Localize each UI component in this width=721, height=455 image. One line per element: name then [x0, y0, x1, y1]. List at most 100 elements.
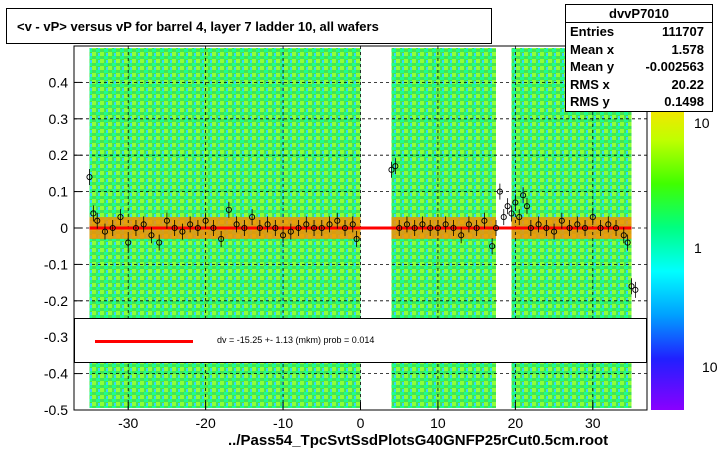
profile-point-16: [202, 217, 209, 224]
stats-row-entries: Entries 111707: [570, 24, 704, 39]
color-scale-axis: 10 1 10: [694, 115, 718, 375]
profile-point-38: [392, 163, 399, 170]
profile-point-43: [427, 224, 434, 232]
plot-title: <v - vP> versus vP for barrel 4, layer 7…: [6, 8, 492, 44]
profile-point-21: [241, 224, 248, 232]
fit-legend-box: dv = -15.25 +- 1.13 (mkm) prob = 0.014: [74, 318, 647, 363]
fit-legend-line: [95, 340, 193, 343]
y-tick-label-5: 0: [60, 220, 68, 236]
stats-row-rms-x: RMS x 20.22: [570, 76, 704, 92]
profile-point-3: [101, 228, 109, 235]
profile-point-42: [419, 221, 426, 228]
profile-point-24: [264, 221, 271, 228]
profile-point-72: [612, 224, 620, 232]
profile-point-54: [500, 214, 507, 221]
profile-point-36: [353, 235, 360, 242]
profile-point-70: [597, 224, 604, 232]
profile-point-12: [171, 224, 178, 232]
plot-area: -30 -20 -10 0 10 20 30 -0.5 -0.4 -0.3 -0.2 -0.1 0 0.1…: [44, 45, 648, 431]
y-tick-label-1: -0.4: [44, 366, 68, 382]
profile-point-47: [458, 232, 465, 239]
profile-point-60: [523, 203, 531, 210]
profile-point-68: [582, 224, 589, 232]
y-tick-label-2: -0.3: [44, 329, 68, 345]
profile-point-17: [210, 224, 217, 232]
profile-point-30: [310, 224, 318, 232]
profile-point-55: [504, 203, 511, 210]
y-tick-label-4: -0.1: [44, 256, 68, 272]
profile-point-35: [349, 221, 356, 228]
profile-point-10: [156, 239, 163, 246]
profile-point-76: [632, 286, 639, 293]
profile-point-6: [125, 239, 132, 246]
profile-point-13: [179, 228, 186, 235]
profile-point-40: [403, 221, 411, 228]
profile-point-8: [140, 221, 147, 228]
profile-point-61: [527, 224, 534, 232]
profile-point-11: [163, 217, 170, 224]
profile-point-4: [109, 224, 116, 232]
profile-point-41: [411, 224, 418, 232]
x-tick-label-1: -20: [196, 415, 216, 431]
profile-point-69: [589, 214, 596, 221]
stats-row-mean-x: Mean x 1.578: [570, 41, 704, 57]
profile-point-39: [396, 224, 403, 232]
profile-point-20: [233, 221, 240, 228]
profile-point-53: [496, 188, 503, 195]
profile-point-49: [473, 224, 480, 232]
profile-point-29: [303, 221, 310, 228]
profile-point-74: [624, 239, 631, 246]
profile-point-32: [326, 221, 333, 228]
profile-point-1: [90, 210, 97, 217]
profile-point-5: [117, 214, 124, 221]
profile-point-66: [566, 224, 573, 232]
profile-point-26: [280, 232, 287, 239]
profile-point-63: [543, 224, 550, 232]
y-tick-label-7: 0.2: [49, 147, 69, 163]
stats-name: dvvP7010: [566, 5, 712, 23]
profile-point-28: [295, 224, 302, 232]
profile-point-52: [492, 224, 500, 232]
profile-point-44: [434, 224, 441, 232]
y-tick-label-8: 0.3: [49, 111, 69, 127]
profile-point-33: [334, 217, 341, 224]
profile-point-34: [341, 224, 349, 232]
profile-point-2: [94, 217, 101, 224]
profile-point-64: [551, 228, 558, 235]
x-tick-label-2: -10: [273, 415, 293, 431]
x-tick-label-0: -30: [118, 415, 138, 431]
profile-point-51: [489, 243, 496, 250]
x-tick-label-6: 30: [585, 415, 601, 431]
profile-point-31: [318, 224, 325, 232]
profile-point-7: [132, 224, 139, 232]
profile-point-65: [558, 217, 565, 224]
stats-box: dvvP7010 Entries 111707 Mean x 1.578 Mean …: [565, 4, 713, 112]
profile-point-15: [194, 224, 201, 232]
profile-point-46: [450, 224, 457, 232]
profile-point-27: [287, 228, 294, 235]
fit-legend-text: dv = -15.25 +- 1.13 (mkm) prob = 0.014: [217, 335, 375, 345]
y-tick-label-9: 0.4: [49, 74, 69, 90]
profile-point-9: [148, 232, 155, 239]
y-tick-label-0: -0.5: [44, 402, 68, 418]
stats-row-rms-y: RMS y 0.1498: [570, 94, 704, 109]
profile-point-23: [256, 224, 263, 232]
y-tick-label-6: 0.1: [49, 184, 69, 200]
x-tick-label-3: 0: [357, 415, 365, 431]
color-scale-label-2: 10: [702, 359, 718, 375]
profile-point-59: [520, 192, 527, 199]
profile-point-18: [218, 235, 225, 242]
color-scale-label-1: 1: [694, 240, 702, 256]
profile-point-50: [481, 217, 488, 224]
profile-point-75: [628, 283, 635, 290]
profile-point-45: [442, 221, 449, 228]
profile-point-58: [516, 214, 523, 221]
profile-point-25: [272, 224, 279, 232]
color-scale-label-0: 10: [694, 115, 710, 131]
x-tick-label-5: 20: [508, 415, 524, 431]
y-tick-label-3: -0.2: [44, 293, 68, 309]
profile-point-48: [465, 221, 472, 228]
profile-point-56: [508, 210, 515, 217]
profile-point-67: [574, 221, 581, 228]
profile-point-73: [620, 232, 627, 239]
